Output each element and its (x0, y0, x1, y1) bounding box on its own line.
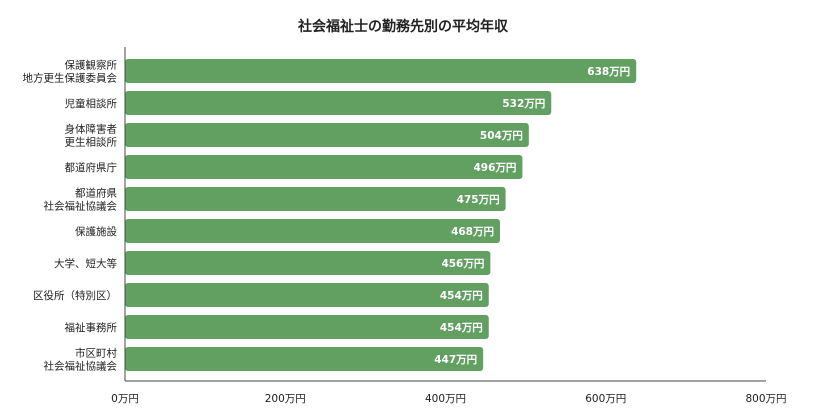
bar (125, 123, 529, 147)
category-label: 児童相談所 (65, 97, 118, 110)
bar-value-label: 475万円 (457, 194, 500, 206)
x-axis-ticks-group: 0万円 200万円 400万円 600万円 800万円 (111, 393, 786, 405)
bar (125, 251, 491, 275)
bar (125, 91, 552, 115)
category-label: 福祉事務所 (65, 321, 118, 334)
bar (125, 283, 489, 307)
x-tick-label: 200万円 (265, 393, 306, 405)
bar (125, 315, 489, 339)
category-label: 都道府県庁 (65, 161, 118, 174)
category-label: 社会福祉協議会 (44, 200, 118, 213)
category-label: 市区町村 (75, 347, 117, 360)
category-label: 更生相談所 (65, 136, 118, 149)
category-label: 区役所（特別区） (33, 289, 117, 302)
bar (125, 155, 523, 179)
category-label: 地方更生保護委員会 (23, 72, 118, 85)
category-label: 都道府県 (75, 187, 117, 200)
category-labels-group: 保護観察所地方更生保護委員会児童相談所身体障害者更生相談所都道府県庁都道府県社会… (23, 59, 118, 373)
bar-value-label: 454万円 (440, 290, 483, 302)
bars-group: 638万円 532万円 504万円 496万円 475万円 468万円 456万円 454万円… (125, 59, 637, 371)
category-label: 大学、短大等 (54, 257, 117, 270)
bar (125, 347, 484, 371)
category-label: 社会福祉協議会 (44, 360, 118, 373)
bar-value-label: 504万円 (480, 130, 523, 142)
bar-value-label: 456万円 (441, 258, 484, 270)
x-tick-label: 400万円 (425, 393, 466, 405)
category-label: 保護施設 (75, 225, 117, 238)
category-label: 保護観察所 (65, 59, 118, 72)
category-label: 身体障害者 (65, 123, 118, 136)
bar-value-label: 454万円 (440, 322, 483, 334)
chart-title: 社会福祉士の勤務先別の平均年収 (297, 18, 509, 35)
bar-value-label: 532万円 (502, 98, 545, 110)
x-tick-label: 600万円 (585, 393, 626, 405)
bar (125, 187, 506, 211)
x-tick-label: 0万円 (111, 393, 139, 405)
bar (125, 59, 637, 83)
bar-value-label: 496万円 (473, 162, 516, 174)
bar (125, 219, 500, 243)
bar-value-label: 468万円 (451, 226, 494, 238)
bar-value-label: 638万円 (587, 66, 630, 78)
x-tick-label: 800万円 (745, 393, 786, 405)
bar-value-label: 447万円 (434, 354, 477, 366)
